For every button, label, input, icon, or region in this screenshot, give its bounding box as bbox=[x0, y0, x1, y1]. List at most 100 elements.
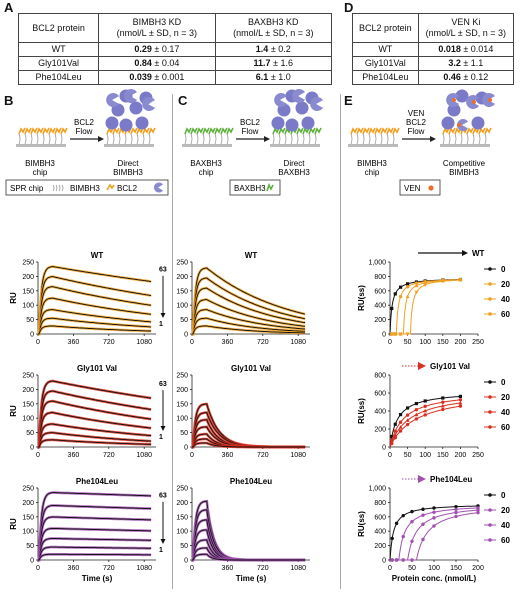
x-tick-label: 250 bbox=[472, 339, 484, 346]
data-point bbox=[423, 283, 428, 287]
bcl2-blob-icon bbox=[295, 101, 309, 115]
x-tick-label: 200 bbox=[472, 565, 484, 572]
schematic-c: BCL2 Flow BAXBH3 chip Direct BAXBH3 bbox=[182, 89, 323, 177]
peptide-icon bbox=[478, 127, 486, 135]
bcl2-icon bbox=[456, 119, 468, 131]
legend-e: VEN bbox=[399, 179, 441, 196]
y-tick-label: 250 bbox=[176, 373, 188, 380]
data-point bbox=[394, 521, 399, 526]
legend-label: 60 bbox=[501, 310, 510, 319]
data-point bbox=[393, 435, 397, 440]
data-point bbox=[410, 509, 414, 514]
data-curve bbox=[38, 516, 152, 561]
legend-label: 0 bbox=[501, 378, 506, 387]
lipid-icon bbox=[196, 133, 199, 145]
legend-b: SPR chip BIMBH3 BCL2 bbox=[5, 179, 169, 196]
data-point bbox=[405, 285, 410, 289]
x-tick-label: 0 bbox=[190, 339, 194, 346]
y-tick-label: 800 bbox=[374, 500, 386, 507]
lipid-icon bbox=[118, 133, 121, 145]
y-tick-label: 50 bbox=[26, 317, 34, 324]
data-curve bbox=[38, 380, 152, 448]
bcl2-blob-icon bbox=[271, 116, 285, 130]
fit-curve bbox=[37, 553, 152, 562]
legend-label: 60 bbox=[501, 423, 510, 432]
table-row: Gly101Val 0.84 ± 0.04 11.7 ± 1.6 bbox=[17, 56, 333, 71]
chart-title: WT bbox=[472, 249, 485, 258]
y-tick-label: 0 bbox=[30, 445, 34, 452]
peptide-icon bbox=[484, 127, 492, 135]
legend-label: 40 bbox=[501, 408, 510, 417]
peptide-icon bbox=[60, 127, 68, 135]
legend-item: SPR chip bbox=[10, 184, 44, 193]
data-curve bbox=[38, 527, 152, 561]
x-tick-label: 720 bbox=[103, 339, 115, 346]
lipid-icon bbox=[448, 133, 451, 145]
x-tick-label: 1080 bbox=[136, 452, 152, 459]
peptide-icon bbox=[296, 127, 304, 135]
data-point bbox=[398, 332, 403, 336]
lipid-icon bbox=[36, 133, 39, 145]
peptide-icon bbox=[392, 127, 400, 135]
bcl2-icon bbox=[124, 89, 137, 104]
lipid-icon bbox=[484, 133, 487, 145]
chip-label: chip bbox=[199, 168, 214, 177]
data-curve bbox=[192, 325, 306, 335]
x-tick-label: 0 bbox=[36, 339, 40, 346]
x-tick-label: 150 bbox=[437, 452, 449, 459]
bcl2-icon bbox=[482, 93, 495, 108]
x-tick-label: 50 bbox=[404, 339, 412, 346]
panel-label-d: D bbox=[344, 0, 354, 15]
x-tick-label: 0 bbox=[388, 452, 392, 459]
data-point bbox=[389, 332, 394, 336]
lipid-icon bbox=[30, 133, 33, 145]
y-tick-label: 600 bbox=[374, 514, 386, 521]
y-tick-label: 150 bbox=[176, 514, 188, 521]
x-tick-label: 360 bbox=[222, 339, 234, 346]
data-point bbox=[414, 408, 419, 412]
data-point bbox=[423, 399, 427, 403]
ven-icon bbox=[428, 185, 434, 191]
concentration-bottom-label: 1 bbox=[159, 321, 163, 328]
fit-curve bbox=[37, 504, 152, 562]
arrowhead-icon bbox=[418, 475, 426, 483]
table-a-col-protein: BCL2 protein bbox=[17, 13, 100, 43]
peptide-icon bbox=[30, 127, 38, 135]
fit-curve bbox=[191, 553, 306, 562]
chip-surface bbox=[104, 144, 154, 147]
legend-label: 20 bbox=[501, 280, 510, 289]
data-curve bbox=[38, 423, 152, 448]
y-tick-label: 50 bbox=[180, 543, 188, 550]
chip-label: chip bbox=[365, 168, 380, 177]
chip-label: BIMBH3 bbox=[449, 168, 479, 177]
arrowhead-icon bbox=[430, 136, 436, 142]
chip-label: BAXBH3 bbox=[190, 159, 222, 168]
data-point bbox=[390, 441, 394, 446]
x-tick-label: 50 bbox=[404, 452, 412, 459]
data-point bbox=[393, 332, 398, 336]
data-point bbox=[405, 294, 410, 299]
chip-label: BIMBH3 bbox=[25, 159, 55, 168]
x-tick-label: 0 bbox=[388, 565, 392, 572]
data-point bbox=[458, 278, 463, 283]
data-point bbox=[398, 285, 403, 289]
sensorgram-C: Phe104Leu 0 50 100 150 200 250 0 360 720 1080 Time … bbox=[176, 477, 310, 583]
data-point bbox=[414, 412, 419, 417]
y-tick-label: 0 bbox=[184, 445, 188, 452]
y-tick-label: 1,000 bbox=[368, 260, 386, 267]
data-curve bbox=[38, 400, 152, 448]
data-curve bbox=[38, 286, 152, 335]
y-tick-label: 800 bbox=[374, 274, 386, 281]
y-tick-label: 50 bbox=[180, 317, 188, 324]
chip-surface bbox=[348, 144, 398, 147]
lipid-icon bbox=[290, 133, 293, 145]
x-tick-label: 100 bbox=[419, 452, 431, 459]
legend-marker bbox=[488, 508, 492, 512]
y-tick-label: 200 bbox=[22, 387, 34, 394]
data-curve bbox=[192, 277, 306, 335]
peptide-icon bbox=[472, 127, 480, 135]
data-point bbox=[390, 435, 394, 439]
panel-label-a: A bbox=[4, 0, 14, 15]
lipid-icon bbox=[208, 133, 211, 145]
